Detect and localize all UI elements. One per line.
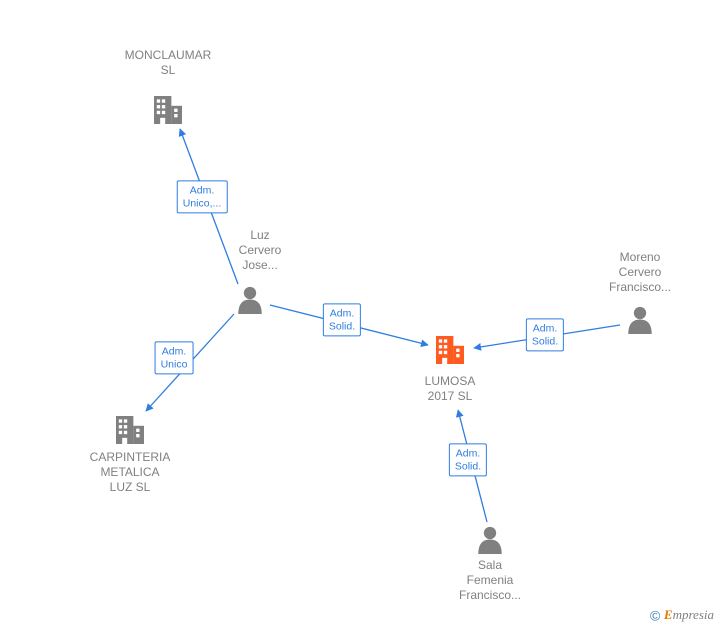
- edge-label: Adm. Solid.: [449, 443, 487, 476]
- network-canvas: [0, 0, 728, 630]
- node-label-carpinteria: CARPINTERIA METALICA LUZ SL: [90, 450, 171, 495]
- node-label-moreno: Moreno Cervero Francisco...: [609, 250, 671, 295]
- building-icon: [116, 416, 144, 444]
- building-icon: [154, 96, 182, 124]
- node-label-lumosa: LUMOSA 2017 SL: [425, 374, 476, 404]
- person-icon: [478, 527, 502, 554]
- edge-label: Adm. Unico,...: [177, 180, 228, 213]
- edge-label: Adm. Solid.: [323, 303, 361, 336]
- node-label-monclaumar: MONCLAUMAR SL: [125, 48, 212, 78]
- node-label-sala: Sala Femenia Francisco...: [459, 558, 521, 603]
- person-icon: [628, 307, 652, 334]
- copyright-symbol: ©: [650, 608, 660, 624]
- person-icon: [238, 287, 262, 314]
- building-icon: [436, 336, 464, 364]
- edge-label: Adm. Unico: [155, 341, 194, 374]
- watermark: © Empresia: [650, 607, 714, 624]
- edge-label: Adm. Solid.: [526, 318, 564, 351]
- watermark-text: mpresia: [673, 607, 714, 622]
- watermark-first-letter: E: [664, 607, 673, 622]
- node-label-luz_cervero: Luz Cervero Jose...: [239, 228, 282, 273]
